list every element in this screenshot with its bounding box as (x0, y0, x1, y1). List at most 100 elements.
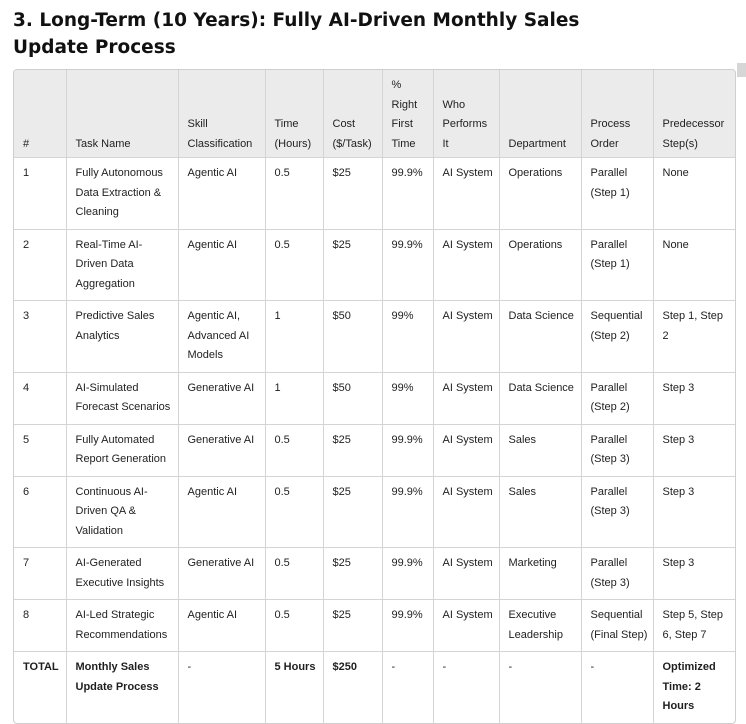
table-cell: 8 (14, 599, 67, 652)
table-cell: Agentic AI (178, 229, 266, 301)
table-cell: Sequential (Step 2) (581, 300, 654, 373)
table-cell: Fully Autonomous Data Extraction & Clean… (66, 157, 179, 230)
table-cell: None (653, 157, 735, 230)
table-cell: $25 (323, 547, 383, 600)
column-header-cost: Cost ($/Task) (323, 70, 383, 158)
table-cell: Data Science (499, 372, 582, 425)
table-cell: Parallel (Step 1) (581, 157, 654, 230)
table-cell: $50 (323, 300, 383, 373)
table-cell: AI System (433, 599, 500, 652)
table-cell: 5 (14, 424, 67, 477)
process-table-container: # Task Name Skill Classification Time (H… (13, 69, 736, 724)
table-cell: AI-Simulated Forecast Scenarios (66, 372, 179, 425)
table-cell: Real-Time AI-Driven Data Aggregation (66, 229, 179, 301)
table-cell: Agentic AI (178, 476, 266, 548)
table-cell: 0.5 (265, 157, 324, 230)
table-cell: Parallel (Step 3) (581, 424, 654, 477)
table-cell: Generative AI (178, 372, 266, 425)
table-cell: 3 (14, 300, 67, 373)
table-cell: 1 (265, 300, 324, 373)
total-cell: - (382, 651, 434, 723)
table-cell: Step 3 (653, 372, 735, 425)
total-cell: Monthly Sales Update Process (66, 651, 179, 723)
table-cell: 1 (265, 372, 324, 425)
table-cell: Predictive Sales Analytics (66, 300, 179, 373)
table-cell: Marketing (499, 547, 582, 600)
table-cell: $25 (323, 157, 383, 230)
total-cell: TOTAL (14, 651, 67, 723)
table-cell: Agentic AI (178, 157, 266, 230)
table-cell: 0.5 (265, 424, 324, 477)
table-cell: AI System (433, 157, 500, 230)
table-row: 7 AI-Generated Executive Insights Genera… (14, 547, 735, 600)
column-header-department: Department (499, 70, 582, 158)
table-cell: 99.9% (382, 157, 434, 230)
table-cell: 99% (382, 300, 434, 373)
table-header-row: # Task Name Skill Classification Time (H… (14, 70, 735, 158)
column-header-skill-classification: Skill Classification (178, 70, 266, 158)
table-cell: $25 (323, 599, 383, 652)
total-cell: - (499, 651, 582, 723)
table-cell: Parallel (Step 3) (581, 547, 654, 600)
scrollbar-thumb[interactable] (737, 63, 746, 77)
page-title: 3. Long-Term (10 Years): Fully AI-Driven… (13, 10, 580, 58)
column-header-task-name: Task Name (66, 70, 179, 158)
column-header-right-first-time: % Right First Time (382, 70, 434, 158)
table-cell: AI System (433, 229, 500, 301)
table-cell: Step 3 (653, 424, 735, 477)
table-cell: Parallel (Step 2) (581, 372, 654, 425)
table-cell: Step 3 (653, 547, 735, 600)
table-cell: 7 (14, 547, 67, 600)
table-cell: Generative AI (178, 547, 266, 600)
table-row: 8 AI-Led Strategic Recommendations Agent… (14, 599, 735, 652)
total-cell: Optimized Time: 2 Hours (662, 661, 716, 712)
table-row: 6 Continuous AI-Driven QA & Validation A… (14, 476, 735, 548)
table-cell: AI System (433, 372, 500, 425)
table-cell: 99.9% (382, 229, 434, 301)
table-cell: Agentic AI, Advanced AI Models (178, 300, 266, 373)
table-cell: 2 (14, 229, 67, 301)
table-cell: Parallel (Step 3) (581, 476, 654, 548)
table-row: 3 Predictive Sales Analytics Agentic AI,… (14, 300, 735, 373)
table-cell: 1 (14, 157, 67, 230)
table-cell: 99.9% (382, 599, 434, 652)
table-cell: $25 (323, 229, 383, 301)
table-cell: Sales (499, 476, 582, 548)
column-header-number: # (14, 70, 67, 158)
table-cell: Sequential (Final Step) (581, 599, 654, 652)
table-cell: AI-Led Strategic Recommendations (66, 599, 179, 652)
column-header-time: Time (Hours) (265, 70, 324, 158)
table-cell: 99.9% (382, 424, 434, 477)
table-cell: AI System (433, 476, 500, 548)
table-cell: Step 3 (653, 476, 735, 548)
table-cell: 99.9% (382, 547, 434, 600)
table-cell: AI System (433, 547, 500, 600)
table-cell: $50 (323, 372, 383, 425)
table-cell: None (653, 229, 735, 301)
table-cell: Fully Automated Report Generation (66, 424, 179, 477)
total-cell: $250 (323, 651, 383, 723)
table-cell: 0.5 (265, 599, 324, 652)
column-header-who-performs: Who Performs It (433, 70, 500, 158)
table-row: 2 Real-Time AI-Driven Data Aggregation A… (14, 229, 735, 301)
table-cell: Step 5, Step 6, Step 7 (653, 599, 735, 652)
table-cell: Agentic AI (178, 599, 266, 652)
table-cell: Generative AI (178, 424, 266, 477)
table-cell: $25 (323, 476, 383, 548)
table-cell: Step 1, Step 2 (653, 300, 735, 373)
table-cell: 0.5 (265, 229, 324, 301)
table-cell: Continuous AI-Driven QA & Validation (66, 476, 179, 548)
table-cell: Parallel (Step 1) (581, 229, 654, 301)
table-row: 5 Fully Automated Report Generation Gene… (14, 424, 735, 477)
total-cell: 5 Hours (265, 651, 324, 723)
table-row: 1 Fully Autonomous Data Extraction & Cle… (14, 157, 735, 230)
table-row: 4 AI-Simulated Forecast Scenarios Genera… (14, 372, 735, 425)
table-cell: 6 (14, 476, 67, 548)
column-header-process-order: Process Order (581, 70, 654, 158)
process-table: # Task Name Skill Classification Time (H… (14, 70, 735, 723)
table-cell: 0.5 (265, 476, 324, 548)
table-cell: AI System (433, 300, 500, 373)
table-cell: 99.9% (382, 476, 434, 548)
table-cell: Operations (499, 229, 582, 301)
total-cell: - (433, 651, 500, 723)
